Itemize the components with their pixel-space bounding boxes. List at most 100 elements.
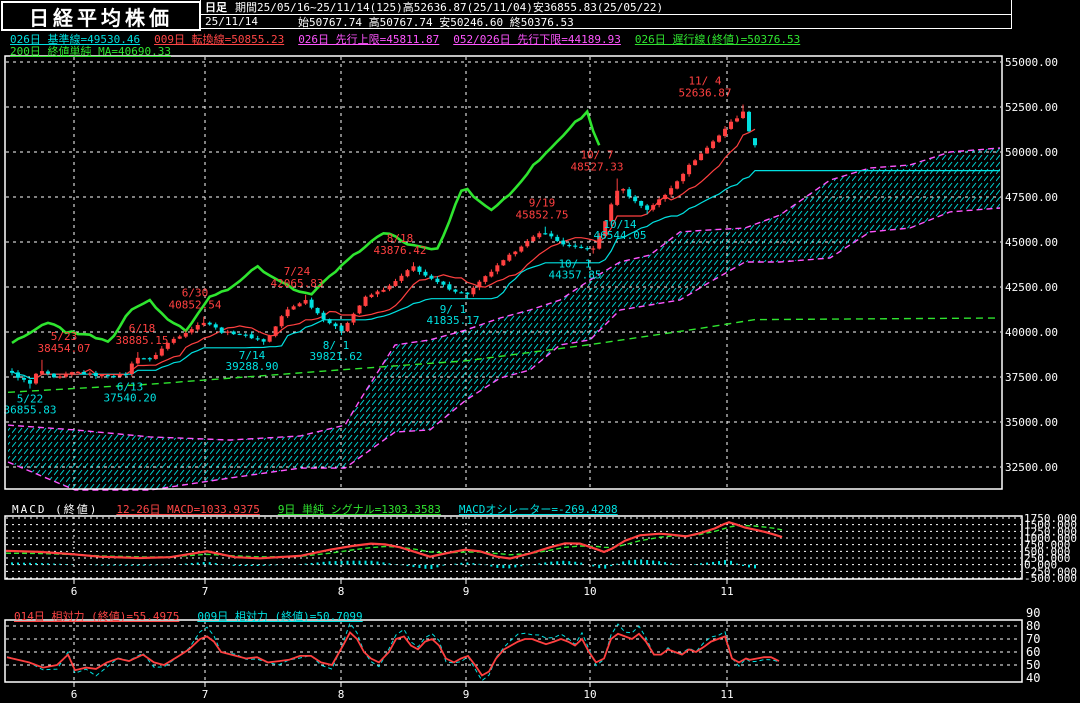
candle-body bbox=[717, 136, 721, 142]
macd-legend-item-2[interactable]: MACDオシレーター=-269.4208 bbox=[459, 501, 618, 517]
candle-body bbox=[747, 112, 751, 131]
main-chart-border bbox=[5, 56, 1002, 489]
legend-item-ma-0[interactable]: 200日 終値単純 MA=40690.33 bbox=[10, 43, 171, 59]
candle-body bbox=[16, 372, 20, 377]
annotation-high-value: 42065.83 bbox=[271, 277, 324, 290]
annotation-high-value: 38454.07 bbox=[38, 342, 91, 355]
rsi-legend: 014日 相対力 (終値)=55.4975 009日 相対力 (終値)=50.70… bbox=[14, 608, 363, 624]
candle-body bbox=[531, 237, 535, 242]
candle-body bbox=[435, 279, 439, 282]
legend-item-1[interactable]: 009日 転換線=50855.23 bbox=[154, 31, 284, 47]
candle-body bbox=[687, 165, 691, 174]
candle-body bbox=[376, 291, 380, 294]
candle-body bbox=[543, 233, 547, 234]
rsi-axis-label: 40 bbox=[1026, 671, 1040, 685]
annotation-high-value: 43876.42 bbox=[374, 244, 427, 257]
candle-body bbox=[304, 300, 308, 304]
candle-body bbox=[513, 252, 517, 255]
rsi-border bbox=[5, 620, 1022, 682]
candle-body bbox=[280, 316, 284, 326]
candle-body bbox=[627, 189, 631, 196]
main-y-axis-labels: 55000.0052500.0050000.0047500.0045000.00… bbox=[1005, 56, 1058, 474]
month-label: 7 bbox=[202, 585, 209, 598]
candle-body bbox=[40, 371, 44, 374]
candle-body bbox=[699, 154, 703, 161]
candle-body bbox=[358, 306, 362, 314]
annotation-low-value: 46544.05 bbox=[594, 229, 647, 242]
charts-canvas[interactable]: 5/2338454.076/1838885.156/3040852.547/24… bbox=[0, 0, 1080, 703]
candle-body bbox=[555, 237, 559, 241]
candle-body bbox=[340, 326, 344, 331]
price-axis-label: 52500.00 bbox=[1005, 101, 1058, 114]
candle-body bbox=[202, 323, 206, 325]
candle-body bbox=[382, 290, 386, 292]
candle-body bbox=[501, 260, 505, 265]
macd-signal-line bbox=[6, 526, 782, 557]
candle-body bbox=[669, 188, 673, 194]
price-axis-label: 47500.00 bbox=[1005, 191, 1058, 204]
last-date-label: 25/11/14 bbox=[205, 15, 258, 28]
candle-body bbox=[262, 339, 266, 341]
candle-body bbox=[334, 324, 338, 327]
price-axis-label: 37500.00 bbox=[1005, 371, 1058, 384]
candle-body bbox=[585, 248, 589, 249]
macd-legend-item-0[interactable]: 12-26日 MACD=1033.9375 bbox=[116, 501, 259, 517]
candle-body bbox=[711, 141, 715, 148]
rsi-legend-item-0[interactable]: 014日 相対力 (終値)=55.4975 bbox=[14, 608, 179, 624]
ohlc-summary: 始50767.74 高50767.74 安50246.60 終50376.53 bbox=[298, 15, 574, 29]
candle-body bbox=[447, 284, 451, 289]
annotation-low-value: 39288.90 bbox=[226, 360, 279, 373]
candle-body bbox=[34, 374, 38, 384]
candle-body bbox=[250, 334, 254, 338]
price-axis-label: 50000.00 bbox=[1005, 146, 1058, 159]
candle-body bbox=[453, 290, 457, 292]
candle-body bbox=[579, 247, 583, 248]
month-label: 6 bbox=[71, 585, 78, 598]
month-label: 8 bbox=[338, 585, 345, 598]
candle-body bbox=[10, 371, 14, 373]
macd-histogram bbox=[11, 559, 756, 569]
candle-body bbox=[256, 338, 260, 339]
legend-item-2[interactable]: 026日 先行上限=45811.87 bbox=[298, 31, 439, 47]
macd-axis-label: -500.000 bbox=[1024, 572, 1077, 585]
candle-body bbox=[370, 295, 374, 297]
price-axis-label: 40000.00 bbox=[1005, 326, 1058, 339]
candle-body bbox=[573, 246, 577, 247]
candle-body bbox=[525, 241, 529, 246]
macd-legend-item-1[interactable]: 9日 単純 シグナル=1303.3583 bbox=[278, 501, 441, 517]
candle-body bbox=[178, 336, 182, 338]
annotation-high-value: 45852.75 bbox=[516, 209, 569, 222]
macd-panel: 1750.0001500.0001250.0001000.000750.0005… bbox=[5, 512, 1077, 598]
candle-body bbox=[465, 293, 469, 295]
candle-body bbox=[106, 375, 110, 376]
legend-item-3[interactable]: 052/026日 先行下限=44189.93 bbox=[453, 31, 621, 47]
legend-item-4[interactable]: 026日 遅行線(終値)=50376.53 bbox=[635, 31, 800, 47]
candle-body bbox=[130, 364, 134, 374]
candle-body bbox=[160, 349, 164, 356]
candle-body bbox=[58, 376, 62, 377]
candle-body bbox=[441, 282, 445, 285]
candle-body bbox=[753, 138, 757, 145]
month-label-bottom: 9 bbox=[463, 688, 470, 701]
candle-body bbox=[639, 201, 643, 206]
candle-body bbox=[268, 336, 272, 342]
candle-body bbox=[519, 247, 523, 252]
timeframe-button[interactable]: 日足 bbox=[205, 0, 227, 15]
rsi-axis-label: 70 bbox=[1026, 632, 1040, 646]
candle-body bbox=[286, 309, 290, 316]
rsi-legend-item-1[interactable]: 009日 相対力 (終値)=50.7099 bbox=[197, 608, 362, 624]
candle-body bbox=[310, 300, 314, 308]
rsi-axis-label: 60 bbox=[1026, 645, 1040, 659]
candle-body bbox=[88, 373, 92, 374]
candle-body bbox=[316, 308, 320, 313]
month-label-bottom: 11 bbox=[720, 688, 733, 701]
candle-body bbox=[471, 288, 475, 295]
candle-body bbox=[591, 248, 595, 249]
macd-legend: MACD (終値) 12-26日 MACD=1033.93759日 単純 シグナ… bbox=[12, 501, 618, 517]
chart-app-window: 5/2338454.076/1838885.156/3040852.547/24… bbox=[0, 0, 1080, 703]
candle-body bbox=[208, 323, 212, 325]
annotation-low-value: 39821.62 bbox=[310, 350, 363, 363]
header-info-row1: 日足 期間25/05/16~25/11/14(125)高52636.87(25/… bbox=[200, 0, 1012, 15]
candle-body bbox=[364, 297, 368, 306]
candle-body bbox=[298, 303, 302, 306]
